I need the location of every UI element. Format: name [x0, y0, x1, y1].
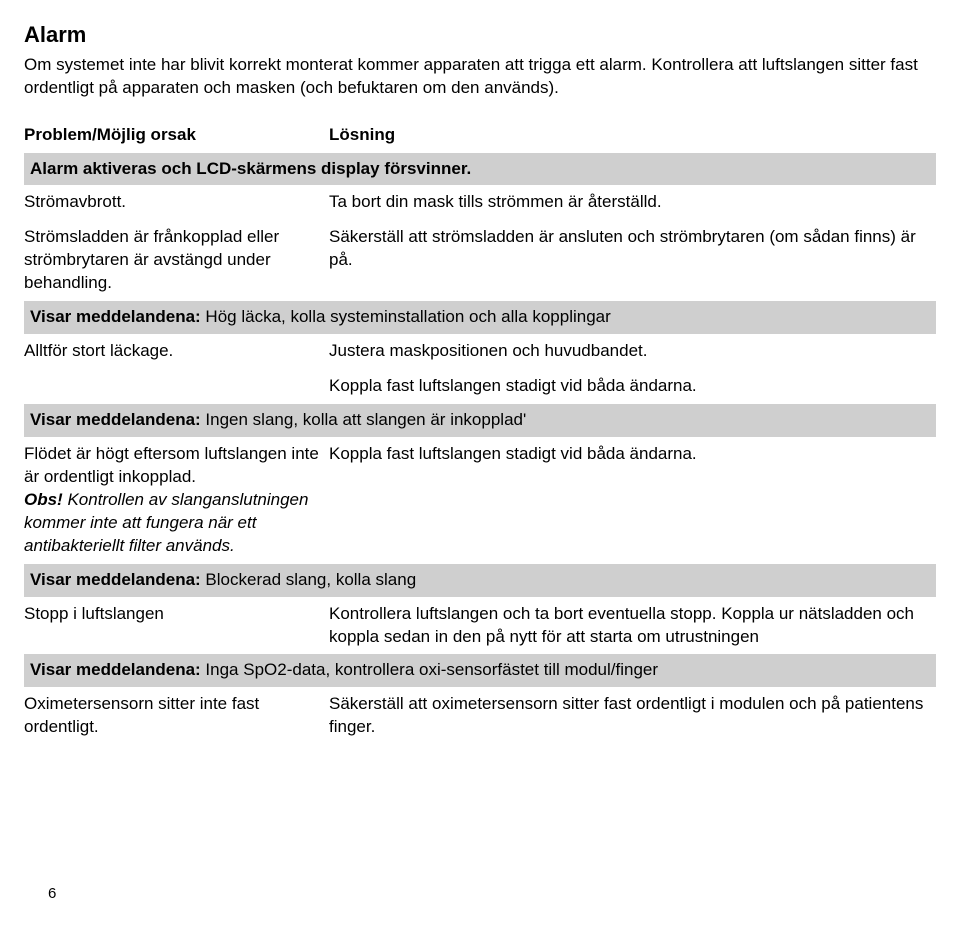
- problem-cell: Stopp i luftslangen: [24, 597, 329, 655]
- table-row: Strömavbrott. Ta bort din mask tills str…: [24, 185, 936, 220]
- solution-cell: Koppla fast luftslangen stadigt vid båda…: [329, 369, 936, 404]
- table-row: Oximetersensorn sitter inte fast ordentl…: [24, 687, 936, 745]
- section-header-label: Visar meddelandena:: [30, 570, 205, 589]
- obs-text: Kontrollen av slanganslutningen kommer i…: [24, 490, 308, 555]
- problem-cell: Alltför stort läckage.: [24, 334, 329, 369]
- table-row: Stopp i luftslangen Kontrollera luftslan…: [24, 597, 936, 655]
- section-header-label: Visar meddelandena:: [30, 660, 205, 679]
- problem-text: Flödet är högt eftersom luftslangen inte…: [24, 444, 319, 486]
- solution-cell: Säkerställ att strömsladden är ansluten …: [329, 220, 936, 301]
- section-header-rest: Inga SpO2-data, kontrollera oxi-sensorfä…: [205, 660, 658, 679]
- section-header-label: Visar meddelandena:: [30, 307, 205, 326]
- table-row: Koppla fast luftslangen stadigt vid båda…: [24, 369, 936, 404]
- section-header-rest: Ingen slang, kolla att slangen är inkopp…: [205, 410, 526, 429]
- section-header: Visar meddelandena: Hög läcka, kolla sys…: [24, 301, 936, 334]
- obs-label: Obs!: [24, 490, 63, 509]
- table-row: Strömsladden är frånkopplad eller strömb…: [24, 220, 936, 301]
- section-header-rest: Hög läcka, kolla systeminstallation och …: [205, 307, 610, 326]
- section-header-rest: Blockerad slang, kolla slang: [205, 570, 416, 589]
- solution-cell: Kontrollera luftslangen och ta bort even…: [329, 597, 936, 655]
- problem-cell: [24, 369, 329, 404]
- page-number: 6: [48, 884, 56, 904]
- page-title: Alarm: [24, 20, 936, 50]
- problem-cell: Strömavbrott.: [24, 185, 329, 220]
- solution-cell: Ta bort din mask tills strömmen är åters…: [329, 185, 936, 220]
- solution-cell: Justera maskpositionen och huvudbandet.: [329, 334, 936, 369]
- section-header-text: Alarm aktiveras och LCD-skärmens display…: [30, 159, 471, 178]
- column-header-problem: Problem/Möjlig orsak: [24, 118, 329, 153]
- table-row: Alltför stort läckage. Justera maskposit…: [24, 334, 936, 369]
- problem-cell: Strömsladden är frånkopplad eller strömb…: [24, 220, 329, 301]
- section-header: Alarm aktiveras och LCD-skärmens display…: [24, 153, 936, 186]
- section-header: Visar meddelandena: Ingen slang, kolla a…: [24, 404, 936, 437]
- section-header-label: Visar meddelandena:: [30, 410, 205, 429]
- solution-cell: Säkerställ att oximetersensorn sitter fa…: [329, 687, 936, 745]
- column-header-solution: Lösning: [329, 118, 936, 153]
- table-header-row: Problem/Möjlig orsak Lösning: [24, 118, 936, 153]
- intro-text: Om systemet inte har blivit korrekt mont…: [24, 54, 936, 100]
- solution-cell: Koppla fast luftslangen stadigt vid båda…: [329, 437, 936, 564]
- section-header: Visar meddelandena: Blockerad slang, kol…: [24, 564, 936, 597]
- troubleshooting-table: Problem/Möjlig orsak Lösning Alarm aktiv…: [24, 118, 936, 746]
- problem-cell: Flödet är högt eftersom luftslangen inte…: [24, 437, 329, 564]
- section-header: Visar meddelandena: Inga SpO2-data, kont…: [24, 654, 936, 687]
- problem-cell: Oximetersensorn sitter inte fast ordentl…: [24, 687, 329, 745]
- table-row: Flödet är högt eftersom luftslangen inte…: [24, 437, 936, 564]
